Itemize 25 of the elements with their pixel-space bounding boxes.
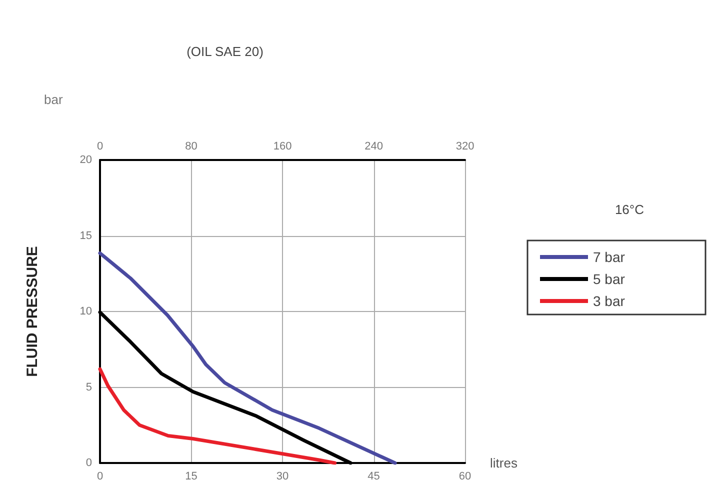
x-tick-label: 45 (368, 470, 380, 482)
text: bar (44, 92, 64, 107)
y-tick-label: 20 (80, 154, 92, 166)
x2-tick-label: 0 (96, 140, 104, 152)
y-tick-label: 15 (80, 230, 92, 242)
line-series (98, 251, 397, 465)
legend-label: 3 bar (593, 293, 626, 309)
x2-tick-label: 160 (273, 140, 292, 152)
x2-tick-label: 240 (364, 140, 383, 152)
y-axis-title: FLUID PRESSURE (24, 246, 41, 377)
chart-title: (OIL SAE 20) (186, 44, 264, 59)
x2-tick-label: 80 (185, 140, 198, 152)
legend-title: 16°C (614, 202, 644, 217)
x-tick-label: 60 (458, 470, 472, 482)
y-tick-label: 5 (86, 381, 92, 394)
x-tick-label: 30 (276, 470, 289, 482)
legend-label: 5 bar (593, 271, 626, 287)
legend-label: 7 bar (593, 249, 626, 265)
line-series (98, 367, 337, 465)
x2-tick-label: 320 (456, 140, 474, 152)
x-tick-label: 15 (185, 470, 198, 482)
x-tick-label: 0 (96, 470, 104, 482)
y-tick-label: 10 (80, 306, 92, 318)
x-axis-title: litres (490, 456, 518, 470)
y-tick-label: 0 (86, 457, 92, 469)
